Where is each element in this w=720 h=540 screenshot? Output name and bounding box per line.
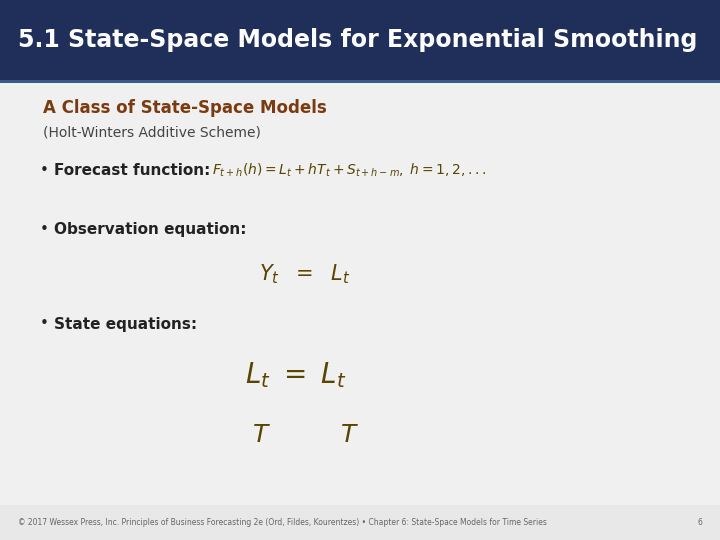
Text: $L_t \ = \ L_t$: $L_t \ = \ L_t$	[245, 360, 346, 390]
Text: 5.1 State-Space Models for Exponential Smoothing: 5.1 State-Space Models for Exponential S…	[18, 28, 698, 52]
Text: $F_{t+h}(h) = L_t + hT_t + S_{t+h-m},\; h = 1, 2, ...$: $F_{t+h}(h) = L_t + hT_t + S_{t+h-m},\; …	[212, 161, 487, 179]
Bar	[0, 0, 720, 80]
Bar	[0, 505, 720, 540]
Text: State equations:: State equations:	[54, 316, 197, 332]
Text: © 2017 Wessex Press, Inc. Principles of Business Forecasting 2e (Ord, Fildes, Ko: © 2017 Wessex Press, Inc. Principles of …	[18, 518, 547, 526]
Text: 6: 6	[697, 518, 702, 526]
Text: Forecast function:: Forecast function:	[54, 163, 210, 178]
Text: •: •	[40, 316, 48, 332]
Text: $Y_t \ \ = \ \ L_t$: $Y_t \ \ = \ \ L_t$	[259, 262, 351, 286]
Text: •: •	[40, 222, 48, 237]
Text: A Class of State-Space Models: A Class of State-Space Models	[43, 99, 327, 117]
Text: $T \quad\quad\quad T$: $T \quad\quad\quad T$	[252, 423, 359, 447]
Text: Observation equation:: Observation equation:	[54, 222, 246, 237]
Text: •: •	[40, 163, 48, 178]
Text: (Holt-Winters Additive Scheme): (Holt-Winters Additive Scheme)	[43, 125, 261, 139]
Bar	[0, 80, 720, 83]
